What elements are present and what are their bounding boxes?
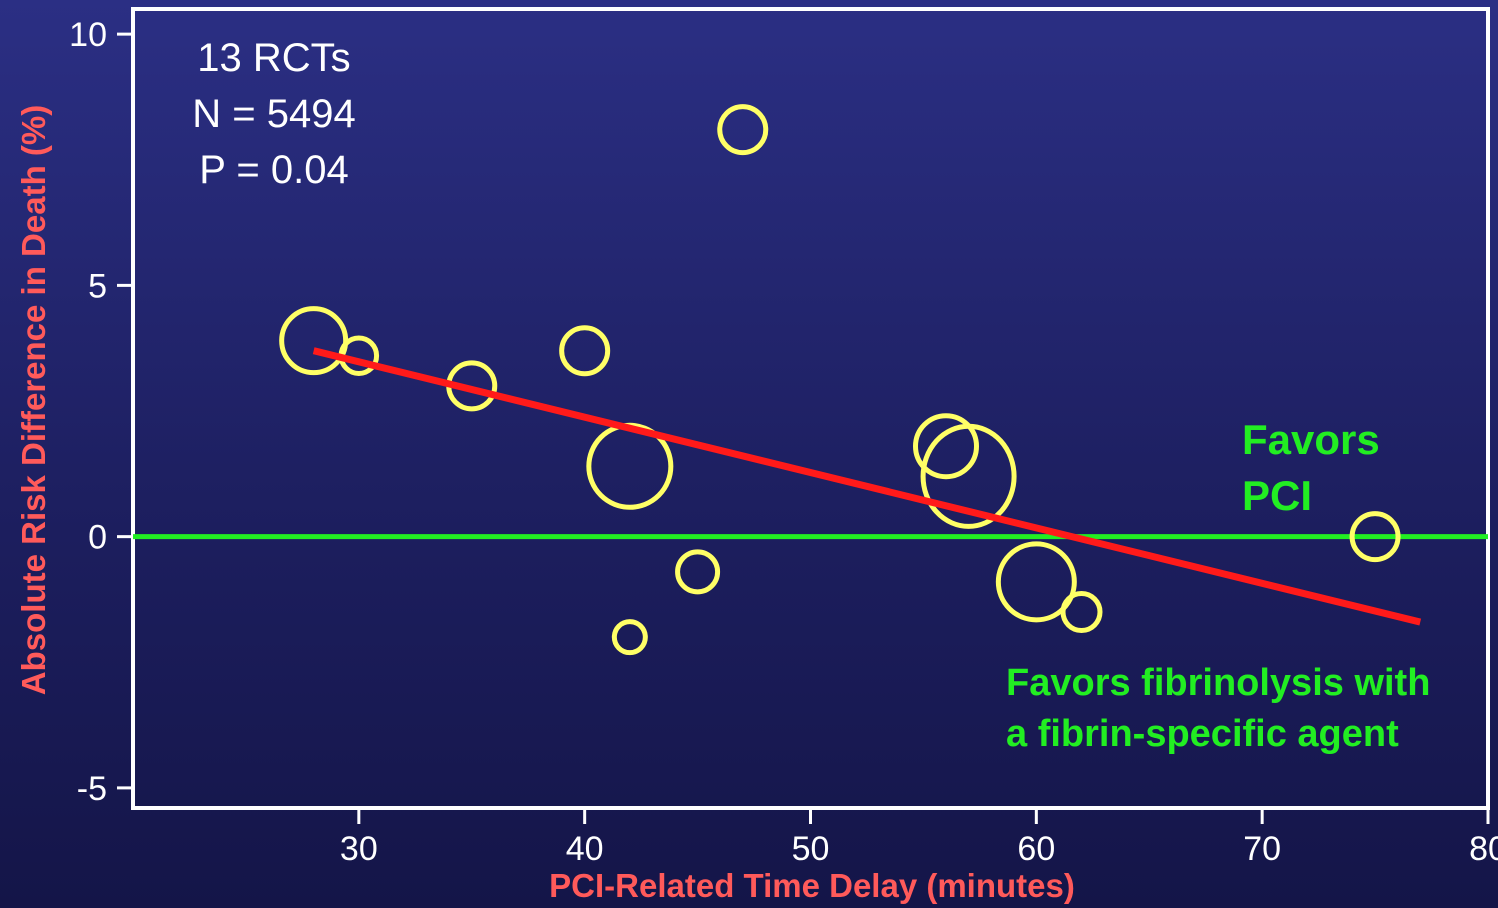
x-tick-label: 70 — [1243, 830, 1281, 868]
study-points — [279, 104, 1401, 656]
stat-p: P = 0.04 — [199, 148, 348, 192]
study-point — [1060, 591, 1103, 634]
x-tick-label: 80 — [1469, 830, 1498, 868]
study-point — [995, 541, 1077, 623]
x-axis-title: PCI-Related Time Delay (minutes) — [549, 867, 1075, 904]
favors-fibrinolysis-line1: Favors fibrinolysis with — [1006, 662, 1430, 704]
study-point — [559, 325, 611, 377]
study-point — [717, 104, 769, 156]
study-point — [920, 423, 1017, 529]
stat-rcts: 13 RCTs — [197, 36, 350, 80]
y-tick-label: 5 — [88, 267, 107, 305]
y-axis-title: Absolute Risk Difference in Death (%) — [15, 105, 52, 695]
x-tick-label: 60 — [1017, 830, 1055, 868]
study-point — [913, 413, 979, 480]
study-point — [279, 306, 349, 376]
stat-n: N = 5494 — [192, 92, 355, 136]
x-axis: 30 40 50 60 70 80 — [340, 808, 1498, 868]
regression-line — [312, 347, 1422, 626]
y-axis: 10 5 0 -5 — [69, 16, 133, 808]
favors-pci-line2: PCI — [1242, 472, 1312, 519]
y-tick-label: -5 — [77, 770, 107, 808]
y-tick-label: 10 — [69, 16, 107, 54]
study-point — [611, 619, 648, 656]
x-tick-label: 30 — [340, 830, 378, 868]
y-tick-label: 0 — [88, 519, 107, 557]
favors-pci-line1: Favors — [1242, 416, 1380, 463]
favors-fibrinolysis-line2: a fibrin-specific agent — [1006, 713, 1399, 755]
x-tick-label: 40 — [566, 830, 604, 868]
study-point — [675, 549, 721, 595]
study-point — [1349, 511, 1401, 563]
x-tick-label: 50 — [792, 830, 830, 868]
